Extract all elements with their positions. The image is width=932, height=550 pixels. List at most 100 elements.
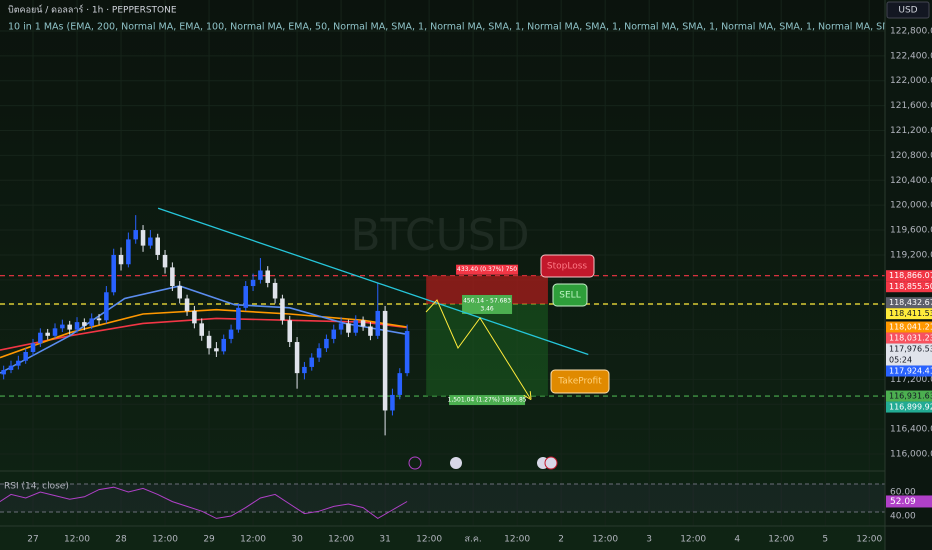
candle-body	[38, 332, 43, 344]
candle-body	[353, 320, 359, 333]
callout-text: SELL	[559, 291, 580, 301]
callout-text: TakeProfit	[557, 377, 602, 387]
price-tag-label: 118,041.21	[889, 323, 932, 332]
candle-body	[243, 286, 249, 308]
candle-body	[390, 394, 395, 411]
event-icons	[408, 456, 558, 470]
candle-body	[331, 329, 337, 339]
x-tick-label: 12:00	[768, 535, 794, 545]
event-icon	[450, 457, 462, 469]
y-tick-label: 117,200.00	[890, 375, 932, 385]
countdown: 05:24	[889, 356, 912, 365]
x-tick-label: 12:00	[504, 535, 530, 545]
price-tag	[886, 270, 932, 282]
stop-label: 433.40 (0.37%) 750	[457, 266, 517, 273]
price-tag-label: 116,931.63	[889, 392, 932, 401]
candle-body	[199, 323, 204, 336]
y-tick-label: 120,800.00	[890, 151, 932, 161]
rsi-band	[0, 484, 885, 512]
currency: USD	[898, 6, 917, 16]
rsi-tag	[886, 495, 932, 508]
rsi-tag-label: 52.09	[890, 497, 916, 507]
price-tag-label: 117,976.53	[889, 345, 932, 354]
candle-body	[309, 357, 315, 367]
candle-body	[67, 324, 72, 330]
x-tick-label: 12:00	[240, 535, 266, 545]
label-box	[462, 294, 513, 314]
rsi-line	[0, 486, 408, 519]
candle-body	[148, 237, 153, 246]
y-tick-label: 116,400.00	[890, 425, 932, 435]
candle-body	[360, 320, 366, 327]
price-tag-label: 118,411.53	[889, 309, 932, 318]
candle-body	[258, 270, 263, 280]
x-tick-label: 31	[379, 535, 390, 545]
candle-body	[272, 282, 278, 299]
indicator-label: 10 in 1 MAs (EMA, 200, Normal MA, EMA, 1…	[8, 22, 932, 33]
callout-box	[552, 283, 588, 307]
candle-body	[287, 320, 293, 343]
price-tag	[886, 332, 932, 344]
x-tick-label: 5	[822, 535, 828, 545]
candle-body	[368, 326, 373, 336]
zigzag-arrow	[425, 299, 530, 398]
candle-body	[96, 318, 102, 321]
x-tick-label: 2	[558, 535, 564, 545]
price-tag-label: 118,866.07	[889, 271, 932, 280]
callout-box	[540, 254, 595, 278]
label-box	[456, 264, 519, 275]
candle-body	[265, 270, 271, 283]
rsi-label: RSI (14, close)	[4, 482, 69, 492]
target-label: 1,501.04 (1.27%) 1865.85	[448, 397, 527, 404]
candle-body	[382, 310, 388, 411]
x-tick-label: 12:00	[856, 535, 882, 545]
candle-body	[45, 332, 50, 336]
candle-body	[324, 338, 329, 349]
price-tag	[886, 281, 932, 293]
y-tick-label: 119,600.00	[890, 226, 932, 236]
x-tick-label: 30	[291, 535, 303, 545]
candle-body	[206, 335, 212, 349]
x-tick-label: ส.ค.	[464, 535, 481, 545]
price-tag	[886, 321, 932, 333]
callout-box	[550, 369, 610, 394]
x-tick-label: 12:00	[328, 535, 354, 545]
candle-body	[111, 254, 116, 293]
target-zone	[426, 303, 548, 397]
candle-body	[52, 328, 58, 336]
candle-body	[404, 331, 410, 374]
x-tick-label: 12:00	[64, 535, 90, 545]
price-tag	[886, 297, 932, 309]
axes: 27 12:00 28 12:00 29 12:00 30 12:00 31 12:00 ส.ค. 1…	[27, 26, 932, 545]
x-tick-label: 3	[646, 535, 652, 545]
event-icon	[544, 456, 558, 470]
y-tick-label: 120,000.00	[890, 201, 932, 211]
candle-body	[104, 292, 109, 321]
y-tick-label: 121,600.00	[890, 101, 932, 111]
callout-sell: SELL	[552, 283, 588, 307]
callout-stoploss: StopLoss	[540, 254, 595, 278]
price-tag	[886, 308, 932, 320]
candle-body	[184, 298, 190, 311]
x-tick-label: 29	[203, 535, 215, 545]
currency-button[interactable]	[886, 1, 930, 19]
rsi-tick-label: 60.00	[890, 487, 916, 497]
x-tick-label: 4	[734, 535, 740, 545]
candle-body	[192, 310, 197, 324]
x-tick-label: 12:00	[152, 535, 178, 545]
position	[426, 275, 548, 397]
candle-body	[16, 360, 21, 366]
chart-title: บิตคอยน์ / ดอลลาร์ · 1h · PEPPERSTONE	[8, 4, 177, 16]
x-tick-label: 12:00	[680, 535, 706, 545]
candle-body	[133, 230, 138, 240]
candle-body	[162, 254, 168, 268]
candle-body	[170, 267, 175, 287]
entry-label: 456.14 - 57.683	[463, 297, 511, 304]
candle-body	[1, 370, 6, 375]
candle-body	[214, 348, 219, 352]
y-tick-label: 121,200.00	[890, 126, 932, 136]
rsi-tick-label: 40.00	[890, 511, 916, 521]
candle-body	[280, 298, 285, 321]
